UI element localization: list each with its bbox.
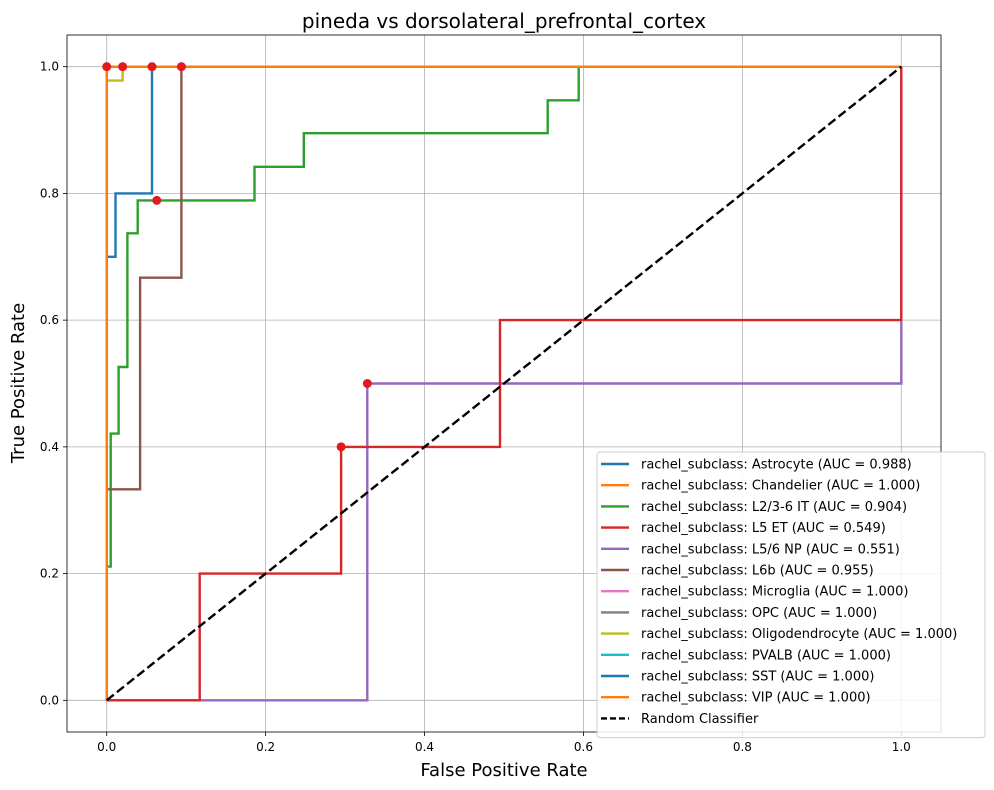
- optimal-point-marker: [152, 195, 162, 205]
- x-tick-label: 0.4: [415, 740, 434, 754]
- random-classifier-line: [105, 65, 903, 702]
- x-tick-label: 0.8: [733, 740, 752, 754]
- legend-box: [596, 451, 986, 739]
- legend-entry-label: rachel_subclass: VIP (AUC = 1.000): [641, 691, 871, 706]
- legend-entry-label: rachel_subclass: SST (AUC = 1.000): [641, 670, 874, 685]
- y-tick-label: 0.2: [40, 567, 59, 581]
- x-tick-label: 0.0: [97, 740, 116, 754]
- x-tick-label: 1.0: [892, 740, 911, 754]
- legend-entry-label: rachel_subclass: OPC (AUC = 1.000): [641, 606, 877, 621]
- optimal-point-marker: [102, 62, 112, 72]
- plot-frame: [66, 34, 942, 733]
- y-tick-label: 0.6: [40, 313, 59, 327]
- chart-title: pineda vs dorsolateral_prefrontal_cortex: [302, 9, 706, 33]
- legend-entry-label: rachel_subclass: L2/3-6 IT (AUC = 0.904): [641, 500, 907, 515]
- optimal-point-marker: [336, 442, 346, 452]
- optimal-point-markers: [102, 62, 372, 452]
- legend-entry-label: rachel_subclass: Chandelier (AUC = 1.000…: [641, 479, 920, 494]
- legend-entry-label: rachel_subclass: L5/6 NP (AUC = 0.551): [641, 542, 900, 557]
- legend-entry-label: rachel_subclass: Microglia (AUC = 1.000): [641, 585, 908, 600]
- x-tick-label: 0.6: [574, 740, 593, 754]
- legend-entry-label: rachel_subclass: L5 ET (AUC = 0.549): [641, 521, 886, 536]
- x-tick-label: 0.2: [256, 740, 275, 754]
- y-axis-label: True Positive Rate: [8, 303, 29, 464]
- legend-entry-label: rachel_subclass: Astrocyte (AUC = 0.988): [641, 458, 912, 473]
- axis-ticks: 0.0 0.2 0.4 0.6 0.8 1.0 0.0 0.2 0.4 0.6 0.8 1.0: [40, 60, 911, 754]
- y-tick-label: 1.0: [40, 60, 59, 74]
- legend-entry-label: Random Classifier: [641, 712, 759, 727]
- legend-entry-label: rachel_subclass: Oligodendrocyte (AUC = …: [641, 627, 957, 642]
- y-tick-label: 0.0: [40, 693, 59, 707]
- y-tick-label: 0.8: [40, 186, 59, 200]
- legend-entry-label: rachel_subclass: L6b (AUC = 0.955): [641, 564, 874, 579]
- optimal-point-marker: [147, 62, 157, 72]
- optimal-point-marker: [176, 62, 186, 72]
- optimal-point-marker: [118, 62, 128, 72]
- legend: rachel_subclass: Astrocyte (AUC = 0.988)…: [596, 451, 986, 739]
- series-line-2: [105, 65, 902, 701]
- optimal-point-marker: [362, 379, 372, 388]
- legend-entry-label: rachel_subclass: PVALB (AUC = 1.000): [641, 648, 891, 663]
- x-axis-label: False Positive Rate: [420, 760, 587, 781]
- y-tick-label: 0.4: [40, 440, 59, 454]
